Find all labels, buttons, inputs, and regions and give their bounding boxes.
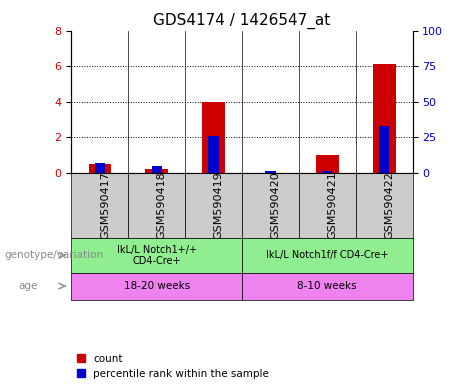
Text: IkL/L Notch1f/f CD4-Cre+: IkL/L Notch1f/f CD4-Cre+ [266, 250, 389, 260]
Bar [322, 170, 332, 173]
Bar [128, 173, 185, 238]
Bar [89, 164, 111, 173]
Text: GSM590421: GSM590421 [327, 172, 337, 239]
Bar [356, 173, 413, 238]
Text: GSM590417: GSM590417 [100, 172, 110, 239]
Bar [145, 169, 168, 173]
Bar [242, 273, 413, 300]
Bar [299, 173, 356, 238]
Text: age: age [18, 281, 38, 291]
Legend: count, percentile rank within the sample: count, percentile rank within the sample [77, 354, 269, 379]
Bar [152, 166, 162, 173]
Bar [242, 173, 299, 238]
Title: GDS4174 / 1426547_at: GDS4174 / 1426547_at [154, 13, 331, 29]
Bar [266, 170, 276, 173]
Text: genotype/variation: genotype/variation [5, 250, 104, 260]
Text: 18-20 weeks: 18-20 weeks [124, 281, 190, 291]
Text: GSM590420: GSM590420 [271, 172, 280, 239]
Text: GSM590419: GSM590419 [213, 172, 224, 239]
Bar [95, 163, 105, 173]
Bar [71, 238, 242, 273]
Text: GSM590418: GSM590418 [157, 172, 167, 239]
Bar [202, 102, 225, 173]
Bar [242, 238, 413, 273]
Bar [185, 173, 242, 238]
Bar [379, 126, 389, 173]
Bar [373, 65, 396, 173]
Text: GSM590422: GSM590422 [384, 172, 394, 239]
Text: IkL/L Notch1+/+
CD4-Cre+: IkL/L Notch1+/+ CD4-Cre+ [117, 245, 197, 266]
Bar [71, 273, 242, 300]
Text: 8-10 weeks: 8-10 weeks [297, 281, 357, 291]
Bar [71, 173, 128, 238]
Bar [208, 136, 219, 173]
Bar [316, 155, 339, 173]
